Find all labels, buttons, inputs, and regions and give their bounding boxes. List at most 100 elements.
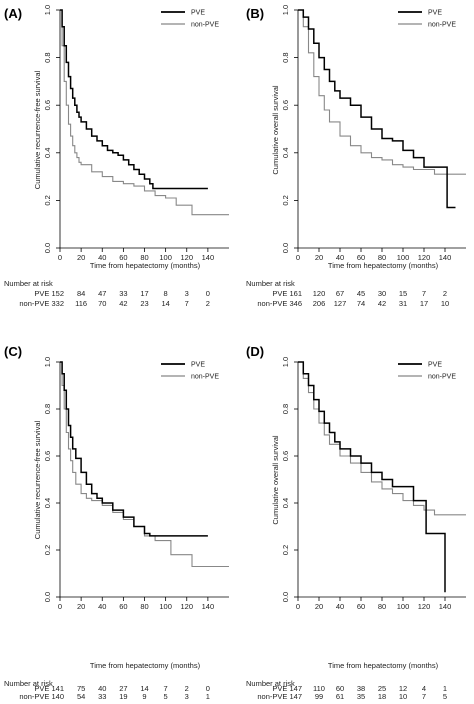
y-tick-label: 0.6	[43, 451, 52, 461]
y-axis-title: Cumulative overall survival	[271, 85, 280, 175]
legend-label: PVE	[428, 10, 442, 17]
x-tick-label: 140	[439, 602, 452, 611]
risk-value: 5	[443, 692, 447, 699]
y-tick-label: 1.0	[281, 357, 290, 367]
risk-value: 2	[443, 289, 447, 298]
risk-row-label: PVE 152	[34, 289, 64, 298]
panel-2: (C)0.00.20.40.60.81.00 20 40 60 80 100 120 140C…	[4, 344, 229, 701]
risk-value: 99	[315, 692, 323, 699]
risk-row-label: PVE 147	[272, 684, 302, 693]
risk-value: 67	[336, 289, 344, 298]
y-tick-label: 0.8	[43, 52, 52, 62]
risk-value: 3	[185, 289, 189, 298]
risk-value: 1	[206, 692, 210, 699]
risk-value: 33	[98, 692, 106, 699]
x-tick-label: 140	[202, 602, 215, 611]
risk-value: 38	[357, 684, 365, 693]
x-tick-label: 0	[58, 602, 62, 611]
x-tick-label: 120	[180, 253, 193, 262]
x-axis-title: Time from hepatectomy (months)	[90, 261, 201, 270]
x-tick-label: 60	[357, 253, 365, 262]
y-tick-label: 0.0	[43, 243, 52, 253]
legend-label: PVE	[428, 362, 442, 369]
y-tick-label: 0.2	[43, 545, 52, 555]
risk-value: 84	[77, 289, 85, 298]
risk-value: 0	[206, 684, 210, 693]
survival-curve-non-pve	[298, 361, 466, 516]
panel-label: (C)	[4, 344, 22, 359]
x-axis-title: Time from hepatectomy (months)	[328, 661, 439, 670]
y-tick-label: 0.6	[281, 451, 290, 461]
x-axis-title: Time from hepatectomy (months)	[90, 661, 201, 670]
x-tick-label: 120	[180, 602, 193, 611]
risk-row-label: non-PVE 346	[257, 299, 302, 308]
legend-label: non-PVE	[191, 374, 219, 381]
risk-value: 120	[313, 289, 326, 298]
risk-value: 2	[206, 299, 210, 308]
risk-value: 27	[119, 684, 127, 693]
x-tick-label: 20	[77, 253, 85, 262]
risk-value: 10	[399, 692, 407, 699]
y-tick-label: 0.4	[281, 148, 290, 158]
risk-value: 3	[185, 692, 189, 699]
risk-table-title: Number at risk	[246, 279, 295, 288]
survival-curve-pve	[298, 361, 446, 593]
risk-value: 4	[422, 684, 426, 693]
risk-row-label: PVE 141	[34, 684, 64, 693]
legend-label: non-PVE	[428, 22, 456, 29]
risk-value: 7	[422, 692, 426, 699]
risk-value: 25	[378, 684, 386, 693]
panel-label: (D)	[246, 344, 264, 359]
risk-value: 74	[357, 299, 365, 308]
legend-label: PVE	[191, 362, 205, 369]
x-tick-label: 0	[58, 253, 62, 262]
risk-value: 31	[399, 299, 407, 308]
y-tick-label: 0.0	[43, 592, 52, 602]
risk-value: 127	[334, 299, 347, 308]
x-tick-label: 20	[315, 253, 323, 262]
risk-value: 0	[206, 289, 210, 298]
risk-value: 35	[357, 692, 365, 699]
x-tick-label: 120	[418, 253, 431, 262]
legend-label: non-PVE	[428, 374, 456, 381]
legend-label: non-PVE	[191, 22, 219, 29]
y-tick-label: 0.4	[43, 148, 52, 158]
y-tick-label: 0.2	[281, 195, 290, 205]
survival-curve-non-pve	[60, 9, 229, 216]
risk-value: 54	[77, 692, 85, 699]
risk-value: 2	[185, 684, 189, 693]
x-tick-label: 80	[378, 602, 386, 611]
risk-row-label: non-PVE 332	[19, 299, 64, 308]
risk-table-title: Number at risk	[4, 679, 53, 688]
x-tick-label: 140	[439, 253, 452, 262]
x-tick-label: 40	[336, 253, 344, 262]
risk-table-title: Number at risk	[246, 679, 295, 688]
risk-value: 45	[357, 289, 365, 298]
risk-value: 110	[313, 684, 325, 693]
risk-value: 8	[164, 289, 168, 298]
x-tick-label: 80	[140, 602, 148, 611]
risk-value: 17	[140, 289, 148, 298]
y-tick-label: 0.6	[281, 100, 290, 110]
x-tick-label: 40	[336, 602, 344, 611]
x-tick-label: 100	[159, 602, 172, 611]
risk-value: 206	[313, 299, 326, 308]
y-tick-label: 0.6	[43, 100, 52, 110]
x-tick-label: 60	[119, 253, 127, 262]
risk-row-label: PVE 161	[272, 289, 302, 298]
risk-value: 70	[98, 299, 106, 308]
y-tick-label: 0.0	[281, 243, 290, 253]
risk-value: 14	[161, 299, 169, 308]
x-tick-label: 100	[397, 602, 410, 611]
risk-value: 23	[140, 299, 148, 308]
risk-value: 30	[378, 289, 386, 298]
risk-row-label: non-PVE 147	[257, 692, 302, 699]
y-axis-title: Cumulative recurrence-free survival	[33, 70, 42, 189]
x-tick-label: 20	[315, 602, 323, 611]
survival-curve-non-pve	[298, 9, 466, 175]
x-tick-label: 120	[418, 602, 431, 611]
risk-value: 116	[75, 299, 87, 308]
y-axis-title: Cumulative overall survival	[271, 435, 280, 525]
x-tick-label: 40	[98, 602, 106, 611]
